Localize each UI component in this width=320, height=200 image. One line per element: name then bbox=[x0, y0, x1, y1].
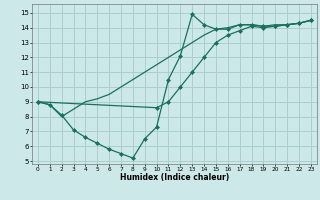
X-axis label: Humidex (Indice chaleur): Humidex (Indice chaleur) bbox=[120, 173, 229, 182]
